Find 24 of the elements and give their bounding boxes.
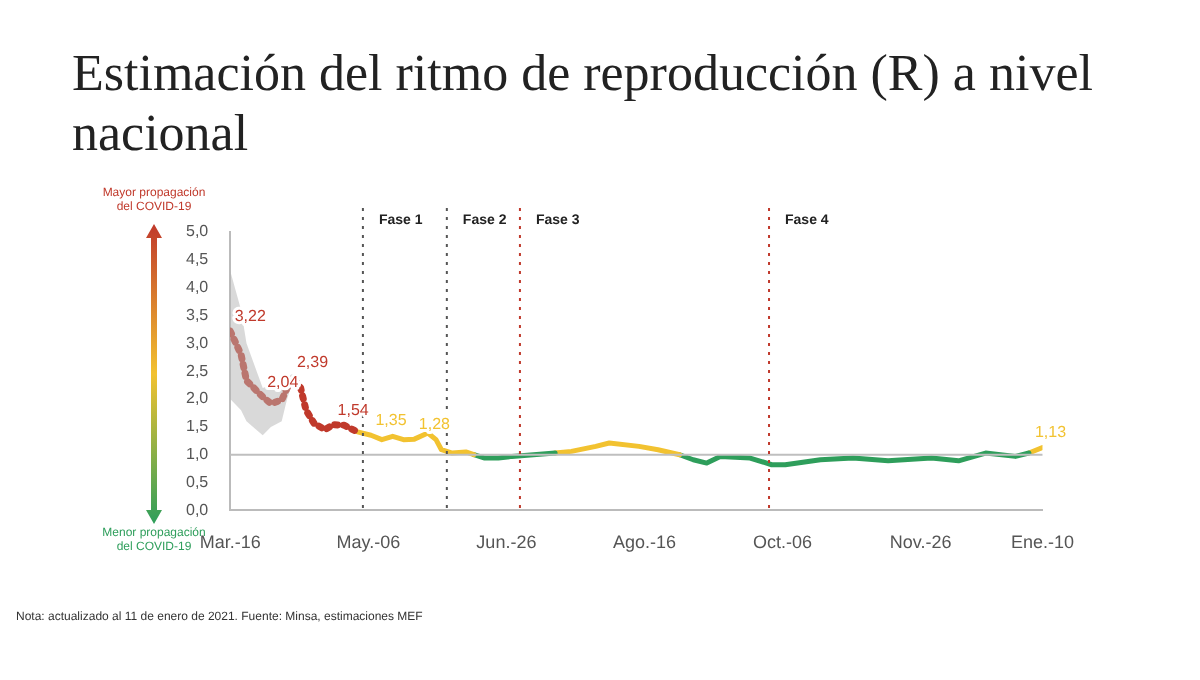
y-tick-label: 4,0: [185, 278, 210, 297]
y-tick-label: 1,5: [185, 417, 210, 436]
y-tick-label: 0,0: [185, 500, 210, 519]
x-tick-label: Ene.-10: [1010, 532, 1075, 553]
annotation: 1,13: [1034, 423, 1068, 442]
y-tick-label: 4,5: [185, 250, 210, 269]
x-tick-label: May.-06: [336, 532, 401, 553]
y-tick-label: 0,5: [185, 472, 210, 491]
x-tick-label: Oct.-06: [753, 532, 813, 553]
x-tick-label: Nov.-26: [889, 532, 952, 553]
annotation: 1,35: [375, 411, 408, 430]
y-tick-label: 2,0: [185, 389, 210, 408]
annotation: 1,28: [418, 415, 452, 434]
x-tick-label: Jun.-26: [476, 532, 537, 553]
annotation: 2,39: [296, 353, 330, 372]
chart-title: Estimación del ritmo de reproducción (R) a nivel nacional: [72, 44, 1095, 164]
y-tick-label: 3,5: [185, 305, 210, 324]
x-tick-label: Ago.-16: [612, 532, 677, 553]
y-tick-label: 5,0: [185, 222, 210, 241]
annotation: 1,54: [337, 400, 370, 419]
y-tick-label: 2,5: [185, 361, 210, 380]
y-tick-label: 3,0: [185, 333, 210, 352]
annotation: 3,22: [234, 307, 267, 326]
y-tick-label: 1,0: [185, 445, 210, 464]
